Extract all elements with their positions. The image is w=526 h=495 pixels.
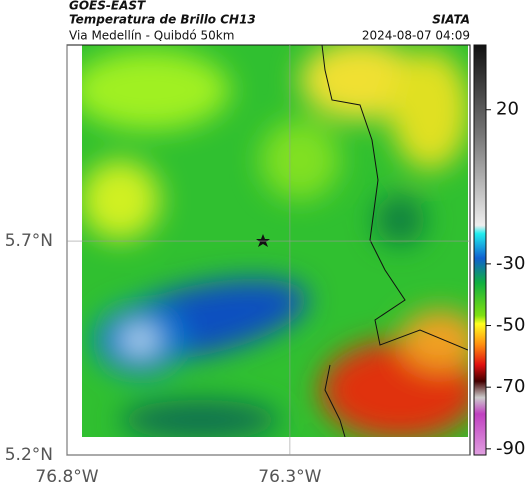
- colorbar-tick-label: -90: [496, 438, 525, 459]
- temperature-field: [82, 45, 468, 437]
- x-tick-label: 76.3°W: [258, 467, 321, 487]
- title: Temperatura de Brillo CH13: [69, 13, 256, 27]
- y-tick-label: 5.2°N: [5, 445, 53, 465]
- source: GOES-EAST: [69, 0, 146, 13]
- brand: SIATA: [432, 13, 470, 27]
- subtitle: Via Medellín - Quibdó 50km: [69, 29, 234, 43]
- timestamp: 2024-08-07 04:09: [362, 29, 470, 43]
- colorbar-tick-label: -50: [496, 315, 525, 336]
- x-tick-label: 76.8°W: [35, 467, 98, 487]
- colorbar-tick-label: 20: [496, 99, 519, 120]
- city-marker: [256, 234, 270, 247]
- colorbar-tick-label: -30: [496, 253, 525, 274]
- colorbar: [473, 44, 487, 456]
- y-tick-label: 5.7°N: [5, 231, 53, 251]
- colorbar-tick-label: -70: [496, 376, 525, 397]
